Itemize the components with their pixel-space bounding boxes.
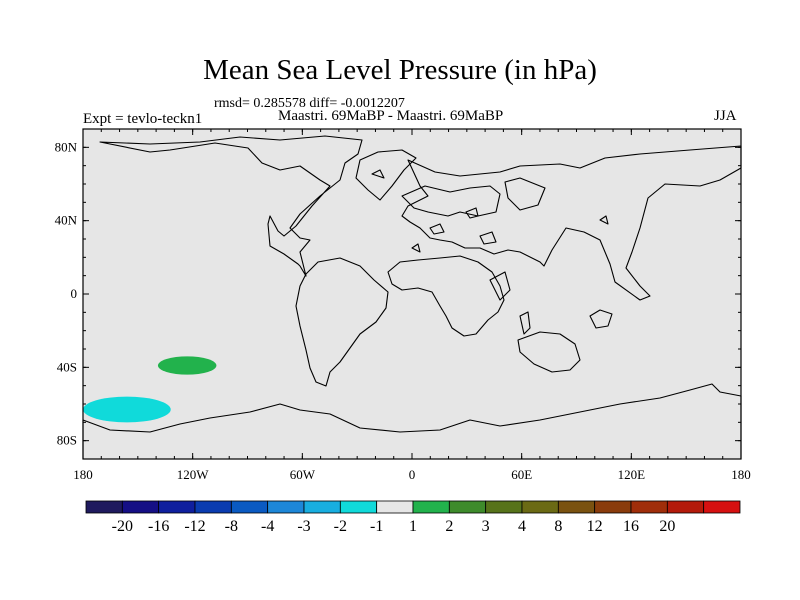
colorbar-label: 8 [554, 518, 562, 535]
colorbar-label: 3 [482, 518, 490, 535]
colorbar-label: 12 [587, 518, 603, 535]
lon-tick-label: 180 [73, 467, 93, 482]
colorbar: -20 -16 -12 -8 -4 -3 -2 -1 1 2 3 4 8 12 16 20 [85, 500, 741, 535]
plot-title: Mean Sea Level Pressure (in hPa) [203, 54, 597, 86]
colorbar-swatch [85, 500, 123, 514]
season-label: JJA [714, 108, 737, 124]
colorbar-swatch [666, 500, 705, 514]
colorbar-swatch [630, 500, 668, 514]
negative-anomaly-antarctic-pacific [83, 396, 171, 423]
colorbar-label: -12 [184, 518, 205, 535]
longitude-axis: 180 120W 60W 0 60E 120E 180 [73, 129, 751, 482]
colorbar-swatch [267, 500, 305, 514]
map-background [83, 129, 741, 459]
colorbar-swatch [594, 500, 632, 514]
lon-tick-label: 120E [618, 467, 646, 482]
coastlines [82, 135, 742, 460]
experiments-compared-label: Maastri. 69MaBP - Maastri. 69MaBP [278, 108, 504, 124]
colorbar-label: 4 [518, 518, 526, 535]
colorbar-swatch [194, 500, 232, 514]
lat-tick-label: 0 [71, 286, 78, 301]
colorbar-label: 16 [623, 518, 639, 535]
colorbar-label: -2 [334, 518, 347, 535]
experiment-label: Expt = tevlo-teckn1 [83, 111, 203, 127]
colorbar-swatch [412, 500, 450, 514]
colorbar-swatch [158, 500, 196, 514]
colorbar-swatch [448, 500, 487, 514]
lat-tick-label: 80S [57, 433, 77, 448]
colorbar-label: -8 [225, 518, 238, 535]
positive-anomaly-south-pacific [157, 356, 217, 375]
lon-tick-label: 180 [731, 467, 751, 482]
lon-tick-label: 60E [511, 467, 532, 482]
colorbar-swatch [485, 500, 523, 514]
lat-tick-label: 40N [55, 213, 78, 228]
colorbar-swatch [703, 500, 741, 514]
colorbar-label: -3 [297, 518, 310, 535]
colorbar-label: 2 [445, 518, 453, 535]
colorbar-label: 1 [409, 518, 417, 535]
colorbar-swatch [230, 500, 269, 514]
colorbar-swatch [557, 500, 596, 514]
colorbar-swatch [121, 500, 160, 514]
lat-tick-label: 40S [57, 359, 77, 374]
stats-text: rmsd= 0.285578 diff= -0.0012207 [214, 96, 405, 111]
colorbar-swatch [339, 500, 378, 514]
colorbar-label: -4 [261, 518, 274, 535]
colorbar-label: -1 [370, 518, 383, 535]
lon-tick-label: 60W [290, 467, 316, 482]
colorbar-label: 20 [659, 518, 675, 535]
colorbar-label: -16 [148, 518, 169, 535]
lon-tick-label: 120W [177, 467, 210, 482]
colorbar-label: -20 [112, 518, 133, 535]
anomaly-layer [83, 356, 217, 423]
colorbar-swatch [303, 500, 341, 514]
latitude-axis: 80N 40N 0 40S 80S [55, 128, 741, 460]
colorbar-swatch [521, 500, 559, 514]
colorbar-swatch [376, 500, 414, 514]
lon-tick-label: 0 [409, 467, 416, 482]
lat-tick-label: 80N [55, 139, 78, 154]
